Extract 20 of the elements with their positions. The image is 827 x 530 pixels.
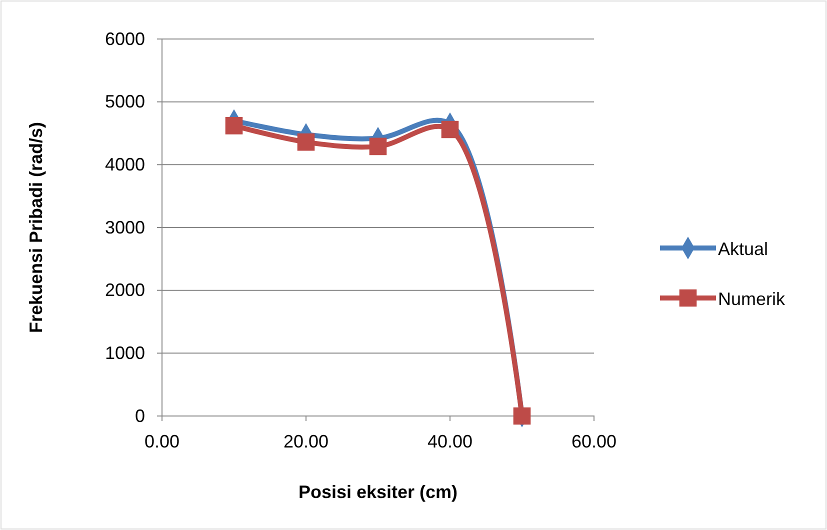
y-tick-label: 1000 — [104, 342, 145, 363]
point — [297, 133, 315, 151]
x-tick-label: 0.00 — [144, 431, 180, 452]
y-tick-label: 4000 — [104, 154, 145, 174]
point — [441, 120, 459, 138]
legend-label: Numerik — [718, 289, 786, 309]
point — [225, 117, 243, 134]
point — [369, 138, 387, 156]
x-tick-label: 60.00 — [571, 431, 617, 452]
point — [513, 407, 531, 425]
x-tick-label: 40.00 — [427, 431, 473, 452]
y-tick-label: 0 — [134, 406, 145, 426]
y-tick-label: 3000 — [104, 217, 145, 238]
y-tick-label: 5000 — [104, 92, 145, 112]
y-tick-label: 6000 — [104, 28, 145, 49]
x-tick-label: 20.00 — [283, 431, 329, 452]
y-tick-label: 2000 — [104, 280, 145, 300]
y-axis-title: Frekuensi Pribadi (rad/s) — [26, 122, 46, 334]
legend-label: Aktual — [718, 239, 768, 259]
x-axis-title: Posisi eksiter (cm) — [298, 482, 458, 502]
